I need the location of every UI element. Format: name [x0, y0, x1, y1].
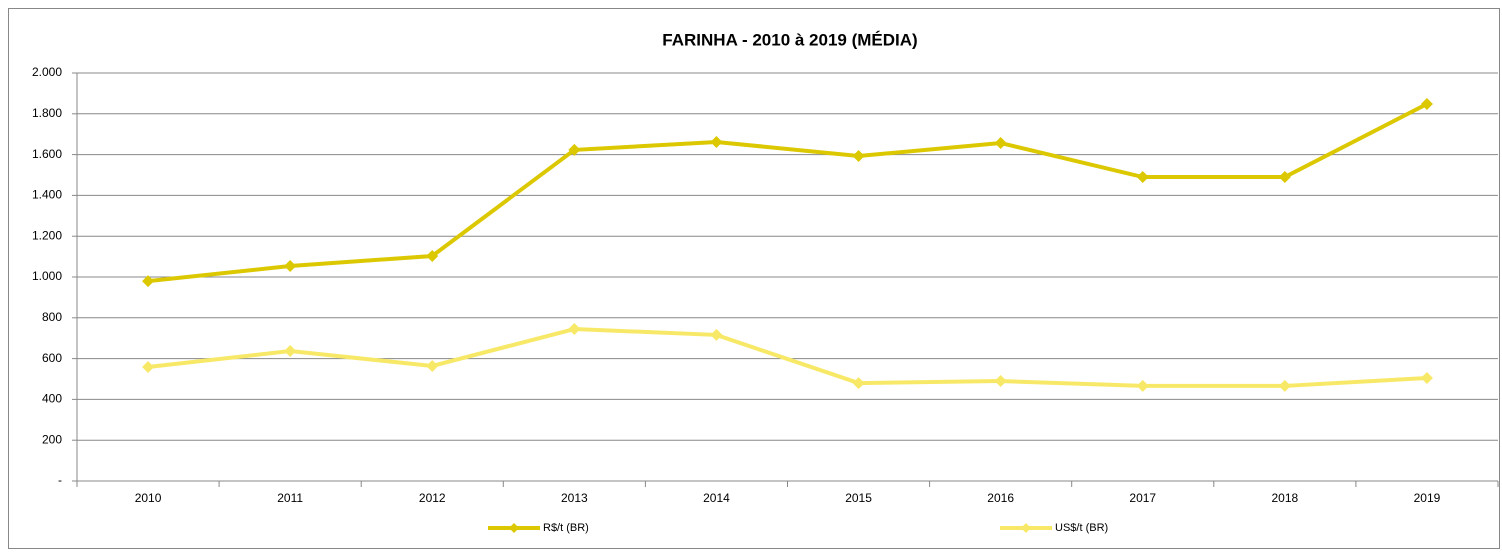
series-line	[147, 327, 1428, 388]
series-line	[147, 102, 1428, 284]
point-marker	[710, 328, 723, 341]
legend-label: R$/t (BR)	[543, 522, 589, 534]
legend-marker	[1021, 523, 1031, 533]
point-marker	[1278, 379, 1291, 392]
x-tick-label: 2017	[1129, 491, 1156, 505]
y-tick-label: 1.600	[32, 147, 62, 161]
x-tick-label: 2011	[277, 491, 303, 505]
point-marker	[1420, 98, 1433, 111]
y-tick-label: 600	[42, 351, 62, 365]
y-tick-label: 1.000	[32, 269, 62, 283]
x-tick-label: 2012	[419, 491, 446, 505]
x-tick-label: 2010	[135, 491, 162, 505]
point-marker	[284, 259, 297, 272]
legend-label: US$/t (BR)	[1055, 522, 1108, 534]
y-tick-label: 2.000	[32, 65, 62, 79]
point-marker	[284, 345, 297, 358]
y-tick-label: -	[58, 473, 62, 487]
point-marker	[852, 150, 865, 163]
point-marker	[426, 359, 439, 372]
legend-marker	[509, 523, 519, 533]
point-marker	[1136, 171, 1149, 184]
point-marker	[1278, 171, 1291, 184]
y-tick-label: 400	[42, 392, 62, 406]
x-tick-label: 2018	[1271, 491, 1298, 505]
point-marker	[1136, 379, 1149, 392]
point-marker	[568, 323, 581, 336]
y-tick-label: 1.800	[32, 106, 62, 120]
x-tick-label: 2014	[703, 491, 730, 505]
x-tick-label: 2013	[561, 491, 588, 505]
x-tick-label: 2016	[987, 491, 1014, 505]
chart-border	[8, 8, 1500, 549]
point-marker	[994, 375, 1007, 388]
point-marker	[710, 135, 723, 148]
x-tick-label: 2015	[845, 491, 872, 505]
point-marker	[1420, 371, 1433, 384]
point-marker	[994, 136, 1007, 149]
point-marker	[426, 249, 439, 262]
point-marker	[142, 275, 155, 288]
y-tick-label: 1.400	[32, 188, 62, 202]
point-marker	[142, 360, 155, 373]
x-tick-label: 2019	[1414, 491, 1441, 505]
chart-title: FARINHA - 2010 à 2019 (MÉDIA)	[662, 30, 917, 49]
y-tick-label: 800	[42, 310, 62, 324]
y-tick-label: 1.200	[32, 228, 62, 242]
y-tick-label: 200	[42, 432, 62, 446]
point-marker	[568, 143, 581, 156]
point-marker	[852, 377, 865, 390]
